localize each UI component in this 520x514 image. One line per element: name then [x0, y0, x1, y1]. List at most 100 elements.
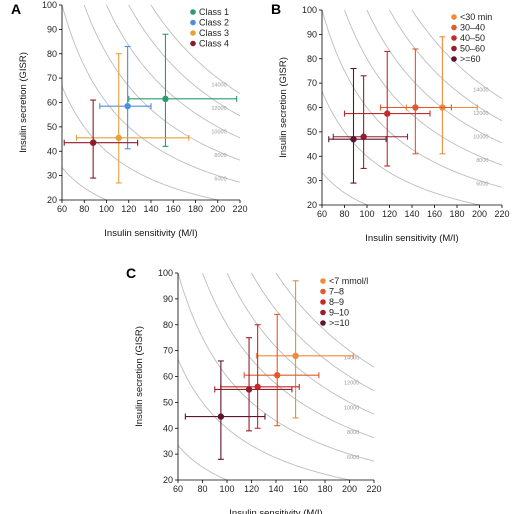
legend-label: Class 3: [199, 28, 229, 38]
legend-c: <7 mmol/l7–88–99–10>=10: [320, 276, 368, 328]
y-tick-label: 60: [47, 98, 57, 108]
data-point: [350, 135, 357, 143]
panel-a: 6000 8000 10000 12000 14000 60 80 100 120 140 160 1…: [11, 0, 248, 239]
isoline-12000: [128, 5, 240, 117]
y-axis-label: Insulin secretion (GISR): [134, 326, 145, 427]
legend-label: >=10: [329, 318, 350, 328]
legend-label: <7 mmol/l: [329, 276, 368, 286]
series-point: [99, 45, 152, 150]
y-tick-label: 60: [307, 103, 317, 113]
isoline-12000: [250, 273, 374, 392]
x-tick-label: 80: [79, 204, 89, 214]
legend-marker: [190, 30, 196, 36]
isoline-label: 8000: [214, 153, 226, 159]
data-point: [162, 95, 169, 103]
x-tick-label: 60: [57, 204, 67, 214]
data-point: [245, 386, 253, 393]
isoline-10000: [366, 10, 502, 144]
x-tick-label: 180: [317, 484, 332, 494]
legend-marker: [190, 40, 196, 47]
x-tick-label: 140: [268, 484, 283, 494]
data-point: [115, 134, 122, 142]
y-tick-label: 40: [163, 423, 173, 433]
data-point: [254, 383, 261, 391]
isoline-8000: [202, 273, 374, 439]
x-tick-label: 100: [359, 209, 374, 219]
y-axis-label: Insulin secretion (GISR): [278, 57, 289, 158]
series-point: [63, 99, 139, 179]
isoline-label: 8000: [347, 430, 359, 436]
legend-marker: [320, 278, 326, 284]
x-tick-label: 160: [166, 204, 181, 214]
legend-marker: [451, 14, 457, 20]
series-point: [184, 360, 266, 460]
legend-marker: [320, 288, 326, 295]
isoline-8000: [83, 5, 240, 161]
x-axis-label: Insulin sensitivity (M/I): [229, 508, 322, 514]
isoline-label: 8000: [476, 158, 488, 164]
x-tick-label: 220: [494, 209, 509, 219]
isoline-14000: [275, 273, 374, 368]
data-point: [292, 352, 299, 359]
y-tick-label: 50: [307, 127, 317, 137]
series-point: [255, 280, 354, 419]
y-axis-label: Insulin secretion (GISR): [18, 52, 29, 153]
x-tick-label: 160: [293, 484, 308, 494]
y-tick-label: 30: [47, 171, 57, 181]
y-tick-label: 40: [47, 146, 57, 156]
isoline-labels-c: 6000 8000 10000 12000 14000: [344, 356, 359, 462]
x-tick-label: 140: [404, 209, 419, 219]
isoline-14000: [150, 5, 240, 95]
x-tick-label: 220: [366, 484, 381, 494]
y-tick-label: 40: [307, 151, 317, 161]
y-tick-label: 50: [163, 397, 173, 407]
x-tick-label: 100: [99, 204, 114, 214]
x-tick-label: 180: [449, 209, 464, 219]
x-tick-label: 220: [232, 204, 247, 214]
x-tick-label: 80: [339, 209, 349, 219]
x-tick-label: 180: [188, 204, 203, 214]
y-tick-label: 70: [307, 78, 317, 88]
isoline-label: 12000: [473, 111, 488, 117]
data-point: [384, 110, 391, 117]
isoline-labels-a: 6000 8000 10000 12000 14000: [211, 83, 226, 183]
y-tick-label: 90: [47, 24, 57, 34]
isoline-6000: [178, 273, 374, 462]
x-tick-label: 200: [210, 204, 225, 214]
isoline-label: 12000: [211, 106, 226, 112]
legend-marker: [451, 45, 457, 52]
isoline-labels-b: 6000 8000 10000 12000 14000: [473, 88, 488, 188]
series-point: [128, 33, 238, 147]
y-tick-label: 70: [163, 346, 173, 356]
legend-marker: [320, 309, 326, 316]
isoline-12000: [388, 10, 502, 122]
x-tick-label: 120: [382, 209, 397, 219]
isoline-10000: [106, 5, 240, 139]
x-tick-label: 60: [317, 209, 327, 219]
isoline-label: 10000: [473, 135, 488, 141]
series-point: [332, 75, 409, 169]
isoline-label: 14000: [344, 356, 359, 362]
legend-label: 50–60: [460, 44, 485, 54]
legend-label: 40–50: [460, 33, 485, 43]
legend-marker: [320, 320, 326, 326]
isoline-6000: [62, 5, 240, 183]
y-tick-label: 80: [163, 320, 173, 330]
x-tick-label: 80: [197, 484, 207, 494]
panel-b: 6000 8000 10000 12000 14000 60 80 100 120 140 160 1…: [271, 1, 510, 244]
x-tick-label: 120: [244, 484, 259, 494]
y-tick-label: 70: [47, 73, 57, 83]
series-point: [379, 48, 452, 155]
isolines-c: [178, 273, 374, 480]
x-tick-label: 200: [472, 209, 487, 219]
isoline-label: 10000: [344, 405, 359, 411]
data-point: [274, 372, 281, 379]
y-tick-label: 60: [163, 372, 173, 382]
series-point: [214, 337, 293, 432]
data-point: [124, 102, 131, 110]
legend-marker: [451, 35, 457, 41]
y-tick-label: 80: [47, 49, 57, 59]
